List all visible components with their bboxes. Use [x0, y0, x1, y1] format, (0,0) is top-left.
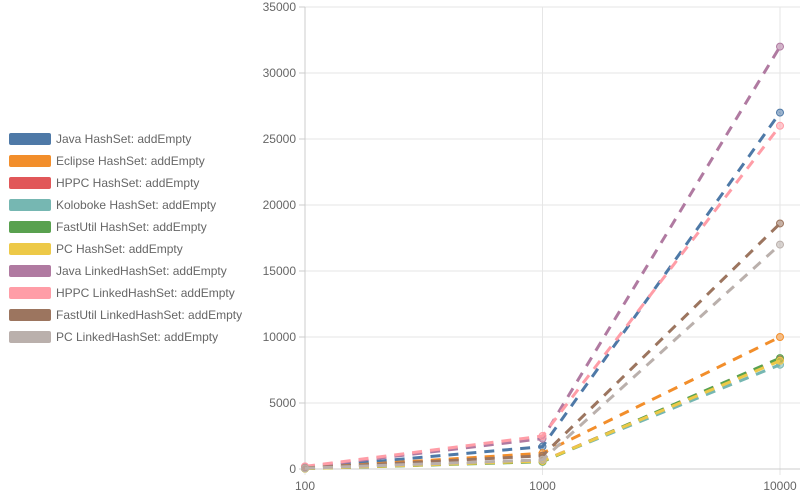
legend-swatch [9, 177, 51, 189]
legend-label: Java LinkedHashSet: addEmpty [56, 264, 227, 278]
legend-swatch [9, 243, 51, 255]
legend-label: Koloboke HashSet: addEmpty [56, 198, 216, 212]
legend-label: FastUtil HashSet: addEmpty [56, 220, 207, 234]
y-tick-label: 35000 [263, 0, 297, 14]
legend-label: PC HashSet: addEmpty [56, 242, 183, 256]
data-point [538, 442, 547, 451]
legend-item: HPPC HashSet: addEmpty [9, 176, 199, 190]
legend-label: Eclipse HashSet: addEmpty [56, 154, 205, 168]
y-tick-label: 15000 [263, 264, 297, 278]
legend-item: FastUtil HashSet: addEmpty [9, 220, 207, 234]
legend-swatch [9, 133, 51, 145]
legend-swatch [9, 155, 51, 167]
y-tick-label: 30000 [263, 66, 297, 80]
y-tick-label: 25000 [263, 132, 297, 146]
data-point [776, 240, 784, 249]
legend-item: PC LinkedHashSet: addEmpty [9, 330, 218, 344]
legend-swatch [9, 287, 51, 299]
y-tick-label: 5000 [269, 396, 296, 410]
grid [304, 6, 800, 475]
legend: Java HashSet: addEmpty Eclipse HashSet: a… [9, 132, 242, 344]
legend-item: Java LinkedHashSet: addEmpty [9, 264, 227, 278]
legend-swatch [9, 309, 51, 321]
data-point [301, 464, 309, 473]
legend-item: PC HashSet: addEmpty [9, 242, 183, 256]
legend-label: HPPC HashSet: addEmpty [56, 176, 199, 190]
legend-item: Eclipse HashSet: addEmpty [9, 154, 205, 168]
data-point [776, 333, 784, 341]
legend-swatch [9, 265, 51, 277]
data-point [776, 108, 784, 117]
legend-label: PC LinkedHashSet: addEmpty [56, 330, 218, 344]
legend-item: Koloboke HashSet: addEmpty [9, 198, 216, 212]
x-tick-label: 100 [295, 479, 315, 493]
y-tick-label: 20000 [263, 198, 297, 212]
y-tick-label: 10000 [263, 330, 297, 344]
data-point [776, 42, 784, 51]
axes: 0 5000 10000 15000 20000 25000 30000 35000 100 10… [263, 0, 800, 493]
legend-item: HPPC LinkedHashSet: addEmpty [9, 286, 235, 300]
data-point [538, 455, 547, 464]
data-point [776, 219, 784, 228]
data-point [776, 121, 784, 130]
y-tick-label: 0 [289, 462, 296, 476]
legend-item: FastUtil LinkedHashSet: addEmpty [9, 308, 242, 322]
legend-label: FastUtil LinkedHashSet: addEmpty [56, 308, 242, 322]
data-point [538, 432, 547, 440]
x-tick-label: 10000 [763, 479, 797, 493]
data-point [776, 356, 784, 365]
legend-swatch [9, 221, 51, 233]
legend-swatch [9, 199, 51, 211]
legend-swatch [9, 331, 51, 343]
legend-item: Java HashSet: addEmpty [9, 132, 191, 146]
x-tick-label: 1000 [529, 479, 556, 493]
legend-label: Java HashSet: addEmpty [56, 132, 191, 146]
legend-label: HPPC LinkedHashSet: addEmpty [56, 286, 235, 300]
series-lines [301, 42, 784, 473]
